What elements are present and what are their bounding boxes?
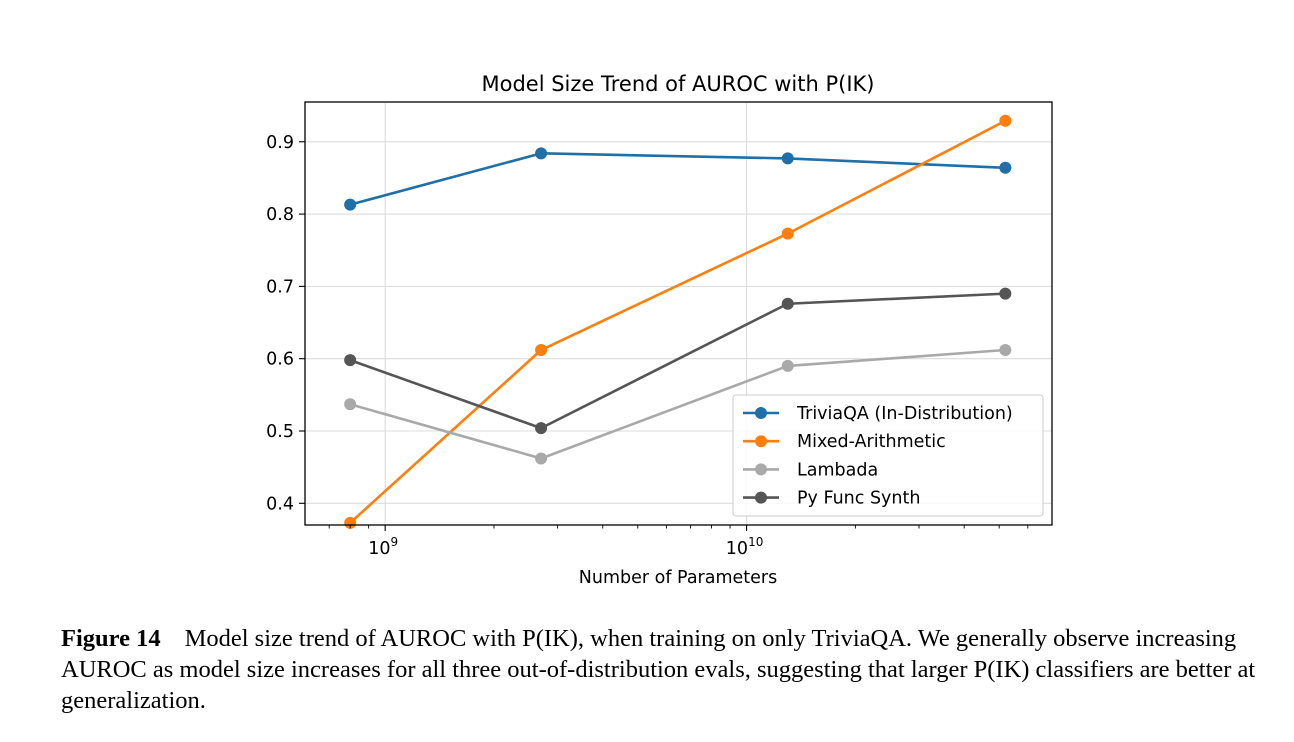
legend-swatch-marker xyxy=(755,435,767,448)
data-point xyxy=(535,452,548,465)
y-tick-label: 0.7 xyxy=(266,277,294,297)
series-line xyxy=(349,292,1006,430)
data-point xyxy=(781,359,794,372)
x-axis-label: Number of Parameters xyxy=(579,568,777,588)
data-point xyxy=(999,114,1012,127)
data-point xyxy=(781,227,794,240)
y-tick-label: 0.9 xyxy=(266,133,294,153)
series-line xyxy=(349,348,1006,460)
figure-caption: Figure 14 Model size trend of AUROC with … xyxy=(61,623,1261,716)
legend-swatch-marker xyxy=(755,463,767,476)
data-point xyxy=(344,198,357,211)
series-lines xyxy=(344,114,1012,529)
data-point xyxy=(535,147,548,160)
legend: TriviaQA (In-Distribution) Mixed-Arithmet… xyxy=(732,394,1044,517)
legend-label: TriviaQA (In-Distribution) xyxy=(796,404,1013,424)
x-tick-label: 109 xyxy=(368,535,398,559)
y-tick-label: 0.5 xyxy=(266,422,294,442)
legend-label: Lambada xyxy=(797,460,878,480)
series-line xyxy=(349,119,1006,524)
data-point xyxy=(999,344,1012,357)
auroc-line-chart: Model Size Trend of AUROC with P(IK) 0.4… xyxy=(266,72,1053,588)
data-point xyxy=(344,398,357,411)
legend-swatch-marker xyxy=(755,407,767,419)
data-point xyxy=(535,422,548,435)
legend-swatch-marker xyxy=(755,491,767,504)
chart-title: Model Size Trend of AUROC with P(IK) xyxy=(481,72,874,96)
data-point xyxy=(999,287,1012,300)
y-tick-label: 0.6 xyxy=(266,350,294,370)
data-point xyxy=(344,516,357,529)
legend-label: Mixed-Arithmetic xyxy=(797,432,946,452)
data-point xyxy=(781,152,794,165)
x-tick-label: 1010 xyxy=(726,535,764,559)
legend-label: Py Func Synth xyxy=(797,489,920,509)
plot-frame xyxy=(304,101,1053,526)
data-point xyxy=(344,354,357,367)
caption-label: Figure 14 xyxy=(61,625,161,652)
data-point xyxy=(781,297,794,310)
y-tick-label: 0.4 xyxy=(266,494,294,514)
data-point xyxy=(535,344,548,357)
series-line xyxy=(349,152,1006,206)
data-point xyxy=(999,161,1012,174)
axis-ticks: 0.4 0.5 0.6 0.7 0.8 0.9 109 1010 xyxy=(266,133,1029,559)
legend-box xyxy=(732,394,1044,517)
caption-text: Model size trend of AUROC with P(IK), wh… xyxy=(61,625,1256,714)
y-tick-label: 0.8 xyxy=(266,205,294,225)
